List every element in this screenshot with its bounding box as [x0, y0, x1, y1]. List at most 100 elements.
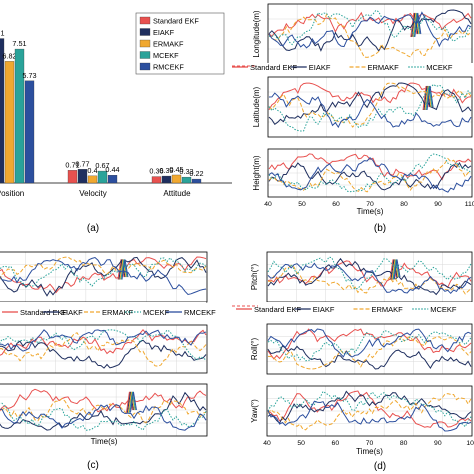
panel-d-subplot-1-series-spike	[391, 259, 399, 280]
panel-b-legend-bg	[232, 63, 474, 76]
panel-a-legend-frame	[135, 12, 225, 75]
panel-a-bar-standard-ekf	[67, 170, 78, 184]
panel-d-x-tick: 90	[434, 440, 442, 447]
panel-b-x-label: Time(s)	[357, 207, 384, 216]
panel-b-y-label: Height(m)	[252, 155, 261, 190]
panel-b-x-tick: 1100	[465, 201, 474, 208]
panel-b-subplot-1-series-rmcekf	[268, 11, 472, 49]
panel-c-subplot-3-series-mcekf	[0, 402, 207, 431]
panel-b-y-label: Latitude(m)	[252, 86, 261, 127]
panel-a-data-label: 8.1	[0, 29, 5, 38]
panel-d-legend-label: MCEKF	[430, 305, 457, 314]
panel-d-subplot-1-series-spike	[393, 259, 401, 280]
panel-c-legend-label: RMCEKF	[184, 308, 216, 317]
panel-c-legend-label: ERMAKF	[102, 308, 134, 317]
panel-a-data-label: 7.51	[12, 39, 26, 48]
panel-c-subplot-1-series-spike	[120, 259, 128, 280]
panel-d-x-tick: 40	[263, 440, 271, 447]
panel-c-subplot-1-series-eiakf	[0, 256, 207, 297]
panel-b-subplot-1-series-spike	[412, 12, 420, 38]
panel-a-bar-mcekf	[181, 176, 192, 184]
panel-d-caption: (d)	[374, 461, 386, 472]
panel-c-legend-bg	[0, 302, 206, 324]
panel-c-subplot-2-series-standard-ekf	[0, 329, 207, 356]
panel-a-legend-label: ERMAKF	[153, 40, 184, 49]
panel-c-legend-label: MCEKF	[143, 308, 170, 317]
panel-a-legend-swatch	[139, 16, 151, 25]
panel-d-subplot-3-axes-frame	[266, 385, 473, 437]
panel-b-legend-label: MCEKF	[426, 63, 453, 72]
panel-b-x-tick: 60	[332, 201, 340, 208]
panel-a-bar-chart: 018.16.827.515.73Position0.710.770.40.67…	[0, 12, 232, 234]
panel-b-x-tick: 40	[264, 201, 272, 208]
panel-b-x-tick: 70	[366, 201, 374, 208]
panel-b-subplot-2-axes-frame	[267, 76, 473, 138]
panel-d-legend-label: EIAKF	[313, 305, 335, 314]
panel-c-subplot-2-series-eiakf	[0, 339, 207, 369]
panel-a-bar-rmcekf	[107, 175, 118, 184]
panel-a-data-label: 0.71	[65, 160, 79, 169]
panel-c-subplot-2-series-ermakf	[0, 332, 207, 367]
panel-a-category-label: Attitude	[163, 189, 191, 198]
panel-a-legend-swatch	[139, 39, 151, 48]
panel-c-subplot-3-series-eiakf	[0, 391, 207, 431]
panel-d-x-tick: 60	[332, 440, 340, 447]
panel-d-subplot-1-series-eiakf	[267, 257, 472, 296]
panel-a-legend-label: MCEKF	[153, 51, 179, 60]
panel-a-legend-label: RMCEKF	[153, 63, 184, 72]
panel-a-bar-ermakf	[171, 174, 182, 184]
panel-a-legend-swatch	[139, 62, 151, 71]
panel-b-x-tick: 80	[400, 201, 408, 208]
panel-a-data-label: 0.39	[159, 166, 173, 175]
panel-c-subplot-2-series-mcekf	[0, 329, 207, 361]
panel-b-x-tick: 50	[298, 201, 306, 208]
panel-b-subplot-3-series-ermakf	[268, 157, 472, 193]
panel-d-x-tick: 80	[400, 440, 408, 447]
panel-b-subplot-2-series-standard-ekf	[268, 82, 472, 111]
panel-a-bar-eiakf	[161, 175, 172, 184]
panel-a-data-label: 0.33	[179, 167, 193, 176]
panel-d-attitude-errors: Pitch(°) Roll(°) Yaw(°) Standard EKF EIAKF ER…	[232, 251, 474, 472]
panel-b-legend-label: ERMAKF	[368, 63, 400, 72]
panel-b-legend-label: EIAKF	[309, 63, 331, 72]
panel-c-caption: (c)	[87, 460, 99, 471]
panel-d-legend-bg	[232, 302, 474, 316]
panel-d-subplot-1-series-spike	[390, 259, 398, 280]
panel-b-subplot-2-series-ermakf	[268, 82, 472, 128]
panel-d-subplot-1-series-mcekf	[267, 256, 472, 291]
panel-a-data-label: 0.4	[87, 166, 97, 175]
panel-c-x-label: Time(s)	[91, 437, 118, 446]
panel-a-bar-eiakf	[77, 169, 88, 184]
panel-c-subplot-3-series-spike	[126, 391, 134, 413]
panel-a-caption: (a)	[87, 223, 99, 234]
panel-a-data-label: 5.73	[22, 71, 36, 80]
panel-b-subplot-1-series-spike	[413, 12, 421, 38]
panel-d-subplot-3-series-rmcekf	[267, 400, 472, 432]
panel-d-subplot-2-axes-frame	[266, 323, 473, 375]
panel-a-bar-rmcekf	[24, 80, 35, 184]
panel-d-y-label: Pitch(°)	[250, 264, 259, 291]
panel-c-subplot-3-series-spike	[128, 391, 136, 413]
panel-d-subplot-3-series-mcekf	[267, 390, 472, 428]
panel-c-subplot-3-series-spike	[127, 391, 135, 413]
panel-a-legend-swatch	[139, 51, 151, 59]
panel-d-x-label: Time(s)	[356, 447, 383, 456]
panel-a-data-label: 0.22	[189, 169, 203, 178]
panel-a-data-label: 0.45	[169, 165, 183, 174]
panel-c-legend-label: EIAKF	[61, 308, 83, 317]
panel-b-subplot-1-series-mcekf	[268, 9, 472, 46]
panel-d-subplot-2-series-standard-ekf	[267, 328, 472, 360]
panel-a-bar-standard-ekf	[151, 176, 162, 184]
panel-b-subplot-1-series-spike	[414, 12, 422, 38]
panel-b-position-errors: Longitude(m) Latitude(m) Height(m) Standard…	[232, 3, 474, 234]
panel-a-data-label: 6.82	[2, 51, 16, 60]
panel-c-subplot-1-series-spike	[121, 259, 129, 280]
panel-d-x-tick: 50	[297, 440, 305, 447]
panel-c-subplot-2-series-rmcekf	[0, 329, 207, 352]
panel-d-y-label: Yaw(°)	[250, 399, 259, 423]
panel-a-legend-label: Standard EKF	[153, 17, 199, 26]
panel-a-data-label: 0.67	[95, 161, 109, 170]
panel-c-subplot-3-series-spike	[129, 391, 137, 413]
